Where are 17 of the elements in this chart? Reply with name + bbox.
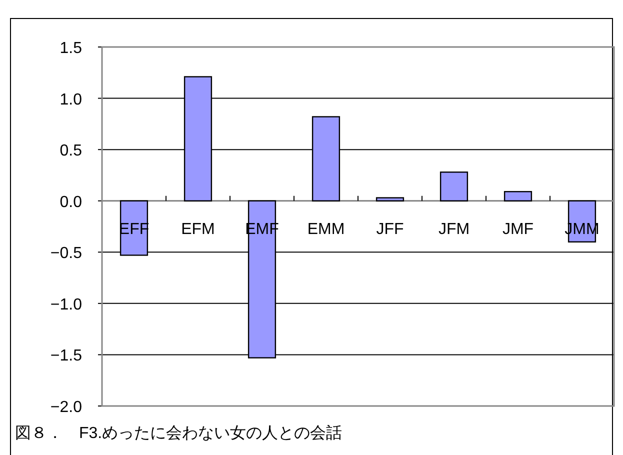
x-tick-label: JMF: [502, 220, 534, 238]
y-tick-label: 1.5: [60, 40, 82, 57]
x-tick-label: JFM: [438, 220, 470, 238]
y-tick-label: 0.5: [60, 142, 82, 160]
text: 図８． F3.めったに会わない女の人との会話: [15, 424, 342, 442]
bar: [504, 191, 532, 202]
y-tick-label: −1.5: [50, 348, 82, 365]
y-tick-label: −2.0: [50, 399, 82, 416]
y-tick-label: 1.0: [60, 91, 82, 108]
y-tick-label: 0.0: [60, 194, 82, 211]
bar: [440, 172, 468, 202]
x-tick-label: JFF: [376, 220, 404, 238]
bar: [376, 197, 404, 202]
x-tick-label: EMM: [307, 220, 345, 238]
x-tick-label: EFM: [181, 220, 215, 238]
y-tick-label: −0.5: [50, 245, 82, 262]
y-tick-label: −1.0: [50, 296, 82, 314]
